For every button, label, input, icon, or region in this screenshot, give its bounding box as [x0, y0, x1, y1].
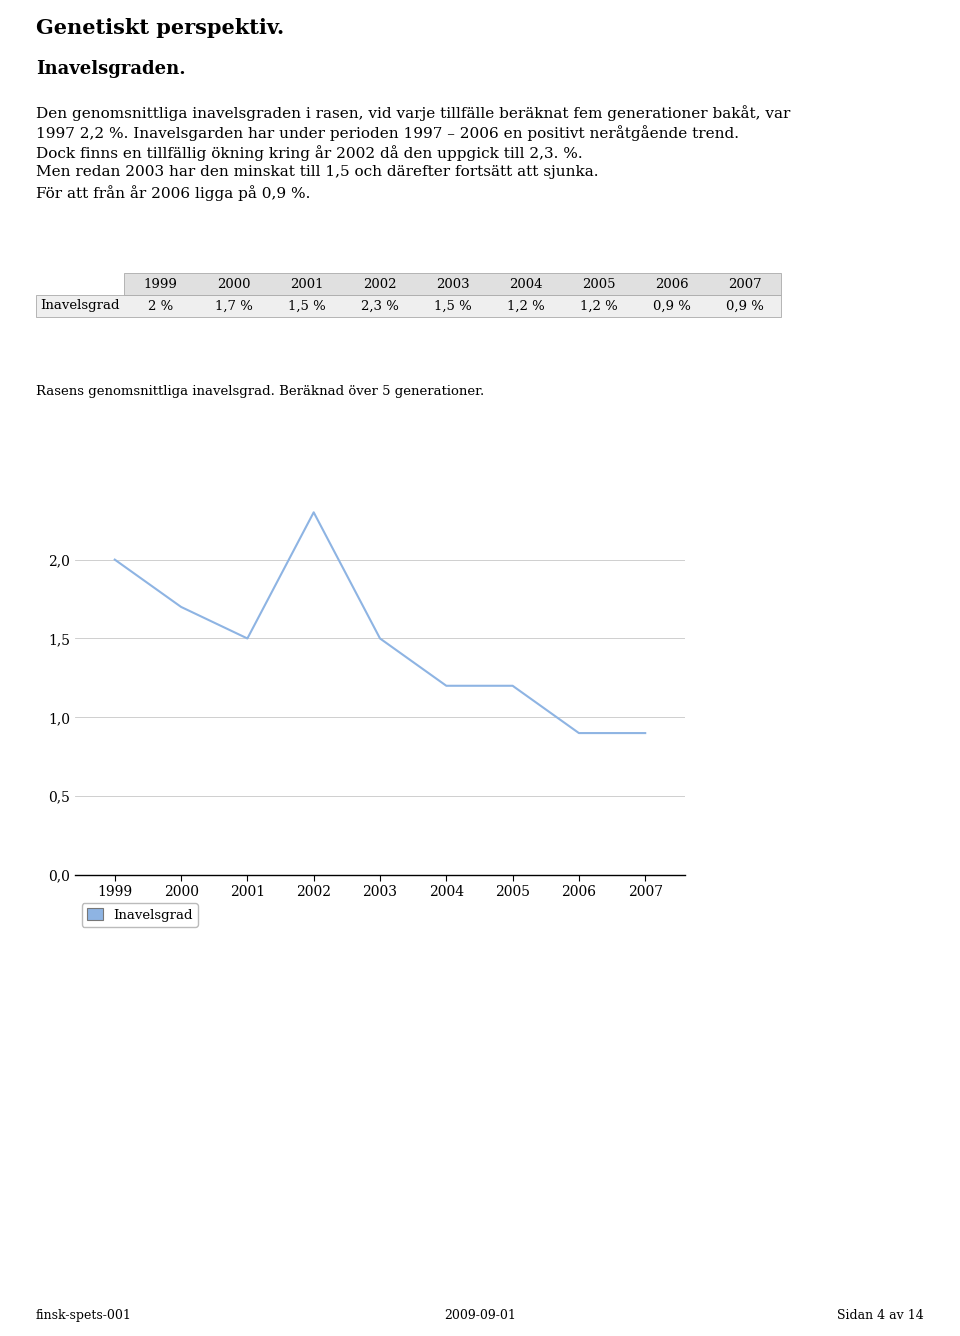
Text: Inavelsgraden.: Inavelsgraden. — [36, 60, 185, 77]
Text: 2006: 2006 — [655, 278, 688, 290]
Bar — [124, 273, 781, 295]
Text: 0,9 %: 0,9 % — [726, 299, 763, 313]
Text: finsk-spets-001: finsk-spets-001 — [36, 1309, 132, 1323]
Text: Dock finns en tillfällig ökning kring år 2002 då den uppgick till 2,3. %.: Dock finns en tillfällig ökning kring år… — [36, 146, 583, 160]
Text: 2003: 2003 — [436, 278, 469, 290]
Text: Genetiskt perspektiv.: Genetiskt perspektiv. — [36, 17, 284, 37]
Text: Den genomsnittliga inavelsgraden i rasen, vid varje tillfälle beräknat fem gener: Den genomsnittliga inavelsgraden i rasen… — [36, 106, 790, 120]
Text: 1,2 %: 1,2 % — [580, 299, 617, 313]
Text: 1,5 %: 1,5 % — [288, 299, 325, 313]
Text: Men redan 2003 har den minskat till 1,5 och därefter fortsätt att sjunka.: Men redan 2003 har den minskat till 1,5 … — [36, 166, 598, 179]
Text: 1,5 %: 1,5 % — [434, 299, 471, 313]
Text: 1997 2,2 %. Inavelsgarden har under perioden 1997 – 2006 en positivt neråtgående: 1997 2,2 %. Inavelsgarden har under peri… — [36, 126, 739, 140]
Bar — [36, 295, 781, 317]
Text: För att från år 2006 ligga på 0,9 %.: För att från år 2006 ligga på 0,9 %. — [36, 184, 310, 200]
Text: Sidan 4 av 14: Sidan 4 av 14 — [837, 1309, 924, 1323]
Text: Rasens genomsnittliga inavelsgrad. Beräknad över 5 generationer.: Rasens genomsnittliga inavelsgrad. Beräk… — [36, 385, 484, 398]
Text: 0,9 %: 0,9 % — [653, 299, 690, 313]
Text: 2000: 2000 — [217, 278, 251, 290]
Text: 2007: 2007 — [728, 278, 761, 290]
Text: Inavelsgrad: Inavelsgrad — [40, 299, 120, 313]
Text: 1,7 %: 1,7 % — [215, 299, 252, 313]
Text: 2 %: 2 % — [148, 299, 173, 313]
Legend: Inavelsgrad: Inavelsgrad — [82, 903, 198, 927]
Text: 2001: 2001 — [290, 278, 324, 290]
Text: 2004: 2004 — [509, 278, 542, 290]
Text: 2,3 %: 2,3 % — [361, 299, 398, 313]
Text: 1,2 %: 1,2 % — [507, 299, 544, 313]
Text: 2002: 2002 — [363, 278, 396, 290]
Text: 2005: 2005 — [582, 278, 615, 290]
Text: 1999: 1999 — [144, 278, 178, 290]
Text: 2009-09-01: 2009-09-01 — [444, 1309, 516, 1323]
